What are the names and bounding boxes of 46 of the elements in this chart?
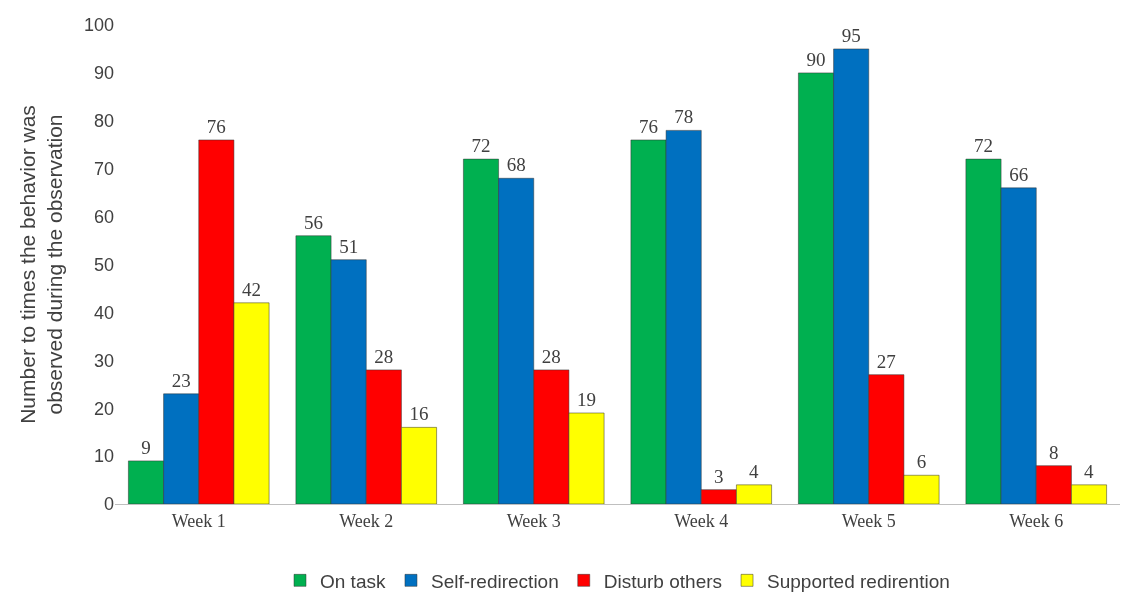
y-tick-label: 70: [93, 159, 114, 179]
data-label: 3: [714, 465, 724, 487]
x-tick-label: Week 6: [1009, 510, 1064, 531]
data-label: 23: [171, 369, 191, 391]
data-label: 66: [1009, 163, 1029, 185]
data-label: 6: [916, 451, 927, 473]
y-axis-title: Number to times the behavior was observed during the observation: [15, 105, 67, 424]
x-tick-label: Week 3: [506, 510, 561, 531]
data-label: 9: [141, 436, 151, 458]
y-tick-label: 80: [93, 111, 114, 132]
data-label: 27: [876, 350, 896, 372]
legend-label: Self-redirection: [430, 570, 559, 592]
data-label: 16: [409, 403, 429, 425]
y-tick-label: 0: [103, 494, 114, 515]
y-tick-label: 60: [93, 206, 114, 227]
y-tick-label: 10: [93, 446, 114, 467]
data-label: 51: [339, 235, 359, 257]
data-label: 19: [577, 388, 597, 410]
data-label: 68: [506, 154, 526, 176]
y-tick-label: 20: [93, 398, 114, 419]
y-tick-label: 40: [93, 302, 114, 323]
y-tick-label: 90: [93, 63, 114, 84]
data-label: 28: [374, 345, 394, 367]
x-tick-label: Week 1: [171, 510, 226, 531]
y-tick-label: 30: [93, 350, 114, 371]
data-label: 8: [1049, 441, 1059, 463]
legend-label: Supported redirention: [767, 570, 950, 592]
data-label: 4: [749, 460, 760, 482]
x-tick-label: Week 4: [674, 510, 729, 531]
data-label: 72: [973, 135, 993, 157]
legend-label: On task: [320, 570, 386, 592]
data-label: 76: [206, 115, 226, 137]
data-label: 56: [303, 211, 323, 233]
data-label: 28: [541, 345, 561, 367]
y-tick-label: 100: [83, 15, 114, 36]
data-label: 42: [242, 278, 262, 300]
y-tick-label: 50: [93, 254, 114, 275]
data-label: 95: [841, 24, 861, 46]
data-label: 72: [471, 135, 491, 157]
x-tick-label: Week 5: [841, 510, 896, 531]
x-tick-label: Week 2: [339, 510, 394, 531]
data-label: 90: [806, 48, 826, 70]
legend-label: Disturb others: [603, 570, 723, 592]
data-label: 4: [1084, 460, 1095, 482]
data-label: 76: [638, 115, 658, 137]
data-label: 78: [674, 106, 694, 128]
